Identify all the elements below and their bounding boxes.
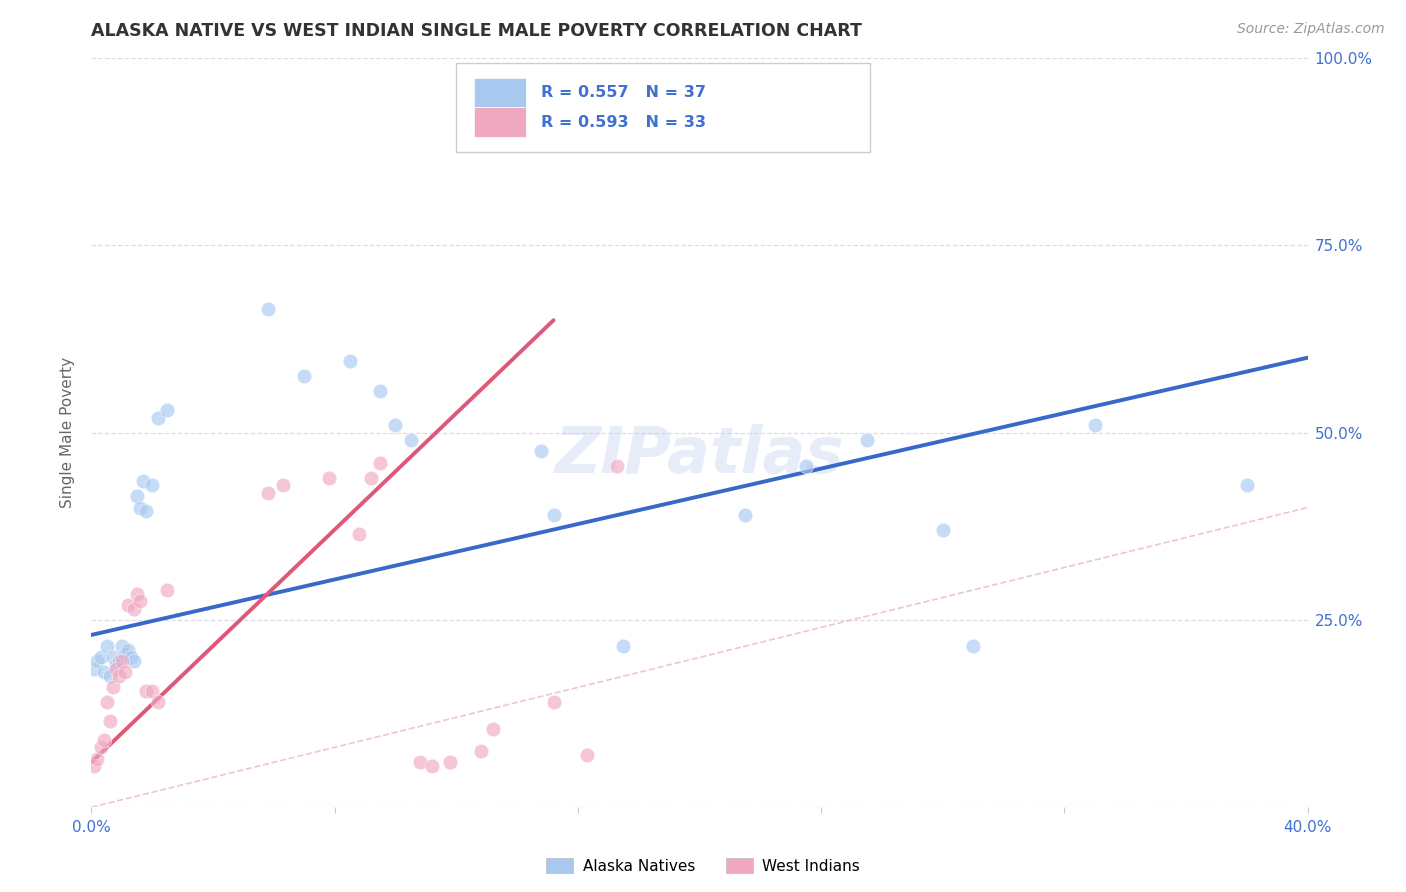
Point	[318, 470, 340, 484]
Point	[855, 433, 877, 447]
Point	[470, 744, 492, 758]
Point	[114, 665, 136, 680]
Point	[612, 639, 634, 653]
Point	[347, 526, 370, 541]
Point	[129, 500, 152, 515]
Point	[530, 444, 553, 458]
Point	[98, 714, 121, 728]
Point	[794, 459, 817, 474]
Point	[156, 582, 179, 597]
Y-axis label: Single Male Poverty: Single Male Poverty	[60, 357, 76, 508]
Point	[89, 650, 111, 665]
Point	[93, 665, 115, 680]
Point	[931, 523, 953, 537]
Point	[734, 508, 756, 522]
Point	[122, 654, 145, 668]
Point	[148, 410, 170, 425]
Text: R = 0.593   N = 33: R = 0.593 N = 33	[541, 114, 706, 129]
Point	[135, 684, 157, 698]
Point	[135, 504, 157, 518]
Point	[86, 654, 108, 668]
Point	[114, 647, 136, 661]
Point	[111, 654, 134, 668]
Point	[1084, 418, 1107, 433]
Point	[125, 587, 148, 601]
Point	[256, 485, 278, 500]
Point	[141, 684, 163, 698]
Point	[420, 759, 443, 773]
Text: ZIPatlas: ZIPatlas	[555, 424, 844, 486]
FancyBboxPatch shape	[474, 78, 526, 107]
Point	[120, 650, 142, 665]
Point	[104, 662, 127, 676]
Point	[93, 732, 115, 747]
Point	[104, 657, 127, 672]
Point	[256, 301, 278, 316]
Point	[132, 475, 155, 489]
Point	[125, 489, 148, 503]
Point	[96, 695, 118, 709]
Point	[368, 384, 391, 399]
Point	[409, 756, 432, 770]
Point	[98, 669, 121, 683]
Text: R = 0.557   N = 37: R = 0.557 N = 37	[541, 86, 706, 100]
Point	[292, 369, 315, 384]
Point	[575, 747, 598, 762]
FancyBboxPatch shape	[474, 107, 526, 136]
Point	[101, 650, 124, 665]
Point	[543, 508, 565, 522]
FancyBboxPatch shape	[456, 63, 870, 152]
Point	[339, 354, 361, 368]
Point	[148, 695, 170, 709]
Point	[384, 418, 406, 433]
Point	[399, 433, 422, 447]
Point	[107, 654, 129, 668]
Point	[439, 756, 461, 770]
Legend: Alaska Natives, West Indians: Alaska Natives, West Indians	[540, 852, 866, 880]
Point	[122, 601, 145, 615]
Text: Source: ZipAtlas.com: Source: ZipAtlas.com	[1237, 22, 1385, 37]
Point	[962, 639, 984, 653]
Point	[1236, 478, 1258, 492]
Point	[360, 470, 382, 484]
Point	[481, 722, 503, 736]
Point	[117, 643, 139, 657]
Point	[156, 403, 179, 417]
Text: ALASKA NATIVE VS WEST INDIAN SINGLE MALE POVERTY CORRELATION CHART: ALASKA NATIVE VS WEST INDIAN SINGLE MALE…	[91, 22, 862, 40]
Point	[368, 456, 391, 470]
Point	[271, 478, 294, 492]
Point	[129, 594, 152, 608]
Point	[86, 751, 108, 765]
Point	[543, 695, 565, 709]
Point	[83, 662, 105, 676]
Point	[89, 740, 111, 755]
Point	[606, 459, 628, 474]
Point	[111, 639, 134, 653]
Point	[141, 478, 163, 492]
Point	[83, 759, 105, 773]
Point	[117, 598, 139, 612]
Point	[96, 639, 118, 653]
Point	[101, 681, 124, 695]
Point	[107, 669, 129, 683]
